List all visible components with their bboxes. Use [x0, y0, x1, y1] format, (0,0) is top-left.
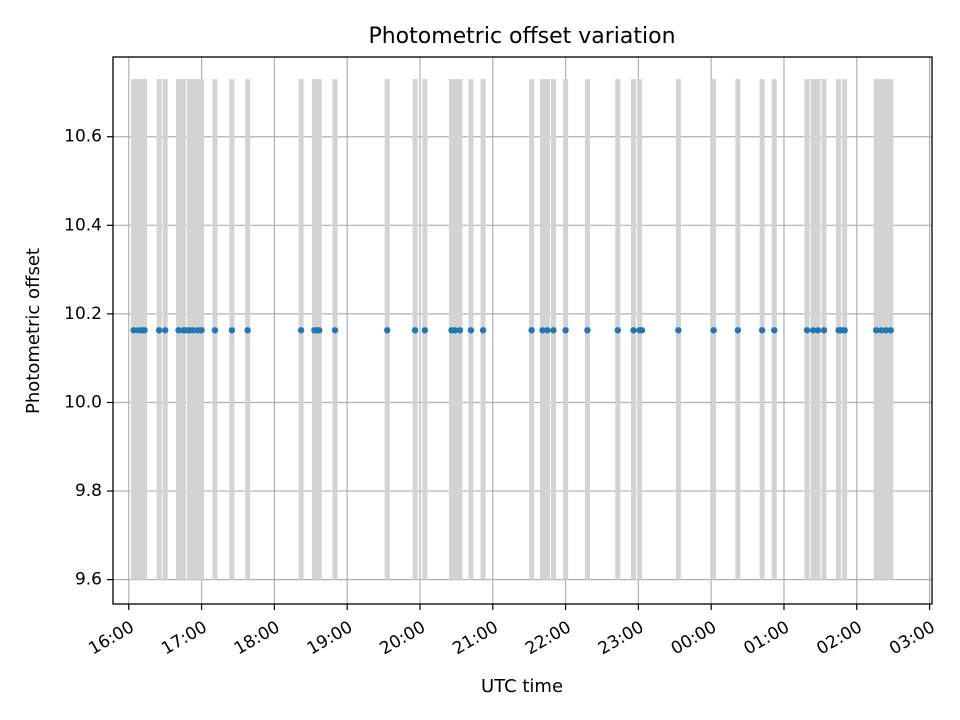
grid	[113, 57, 932, 604]
data-point	[189, 327, 197, 334]
data-point	[758, 327, 766, 334]
y-axis-ticks: 9.6 9.8 10.0 10.2 10.4 10.6	[64, 127, 113, 590]
data-point	[479, 327, 487, 334]
y-tick-label: 10.2	[64, 304, 102, 324]
data-point	[544, 327, 551, 334]
x-tick-label: 22:00	[522, 617, 574, 659]
data-point	[771, 327, 778, 334]
x-tick-label: 02:00	[813, 617, 865, 659]
data-point	[562, 327, 569, 334]
x-tick-label: 17:00	[158, 617, 210, 659]
data-point	[297, 327, 305, 334]
data-point	[384, 327, 391, 334]
data-point	[539, 327, 546, 334]
y-tick-label: 10.0	[64, 392, 102, 412]
x-tick-label: 03:00	[886, 617, 938, 659]
x-axis-ticks: 16:00 17:00 18:00 19:00 20:00 21:00 22:00 23:00…	[85, 604, 939, 659]
data-point	[467, 327, 475, 334]
x-tick-label: 19:00	[304, 617, 356, 659]
data-point	[877, 327, 885, 334]
data-point	[675, 327, 682, 334]
data-point	[528, 327, 535, 334]
data-point	[161, 327, 169, 334]
chart-title: Photometric offset variation	[368, 24, 675, 49]
x-tick-label: 18:00	[231, 617, 283, 659]
data-point	[809, 327, 817, 334]
data-point	[175, 327, 182, 334]
data-point	[451, 327, 459, 334]
data-points	[130, 327, 894, 334]
plot-frame	[112, 56, 933, 605]
data-point	[841, 327, 848, 334]
data-point	[550, 327, 557, 334]
y-tick-label: 9.8	[75, 481, 102, 501]
data-point	[198, 327, 205, 334]
data-point	[584, 327, 591, 334]
data-point	[734, 327, 742, 334]
data-point	[630, 327, 637, 334]
x-axis-label: UTC time	[481, 676, 563, 697]
data-point	[887, 327, 894, 334]
data-point	[421, 327, 429, 334]
data-point	[141, 327, 148, 334]
x-tick-label: 16:00	[85, 617, 137, 659]
data-point	[331, 327, 339, 334]
data-point	[316, 327, 323, 334]
data-point	[614, 327, 621, 334]
data-point	[882, 327, 890, 334]
x-tick-label: 01:00	[741, 617, 793, 659]
x-tick-label: 21:00	[449, 617, 501, 659]
data-point	[710, 327, 717, 334]
data-point	[814, 327, 822, 334]
data-point	[228, 327, 236, 334]
data-point	[130, 327, 137, 334]
y-tick-label: 10.4	[64, 215, 102, 235]
x-tick-label: 00:00	[668, 617, 720, 659]
data-point	[456, 327, 464, 334]
y-tick-label: 9.6	[75, 570, 102, 590]
data-point	[803, 327, 811, 334]
x-tick-label: 20:00	[377, 617, 429, 659]
data-point	[244, 327, 251, 334]
data-point	[155, 327, 163, 334]
y-axis-label: Photometric offset	[23, 248, 44, 414]
data-point	[638, 327, 646, 334]
x-tick-label: 23:00	[595, 617, 647, 659]
data-point	[411, 327, 419, 334]
y-tick-label: 10.6	[64, 127, 102, 147]
data-point	[872, 327, 880, 334]
data-point	[820, 327, 828, 334]
data-point	[211, 327, 219, 334]
